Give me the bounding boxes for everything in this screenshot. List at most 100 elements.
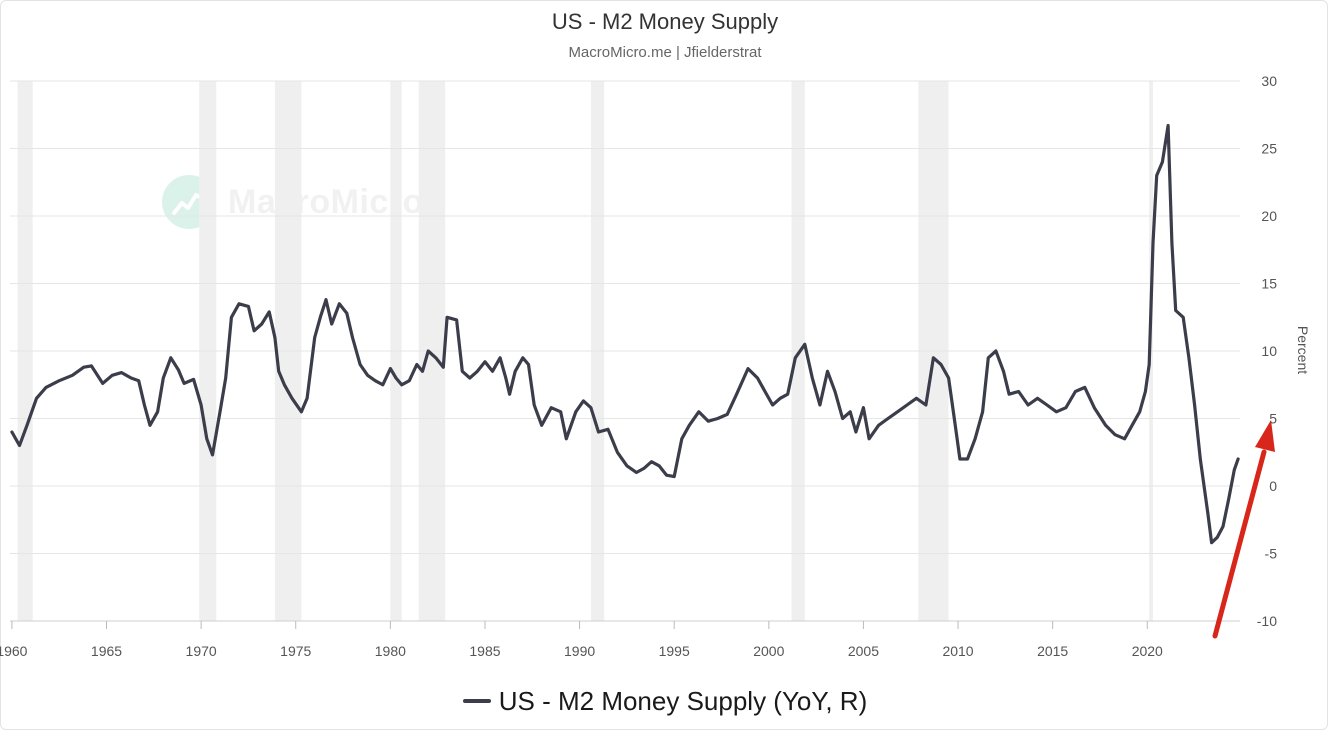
series-point (381, 383, 384, 386)
series-point (18, 444, 21, 447)
series-point (854, 430, 858, 434)
series-point (1206, 511, 1210, 515)
x-tick-label: 2000 (753, 643, 784, 659)
series-point (1036, 397, 1039, 400)
series-point (1017, 390, 1020, 393)
series-point (771, 403, 774, 407)
series-point (616, 451, 619, 454)
series-point (305, 397, 309, 400)
series-point (1026, 403, 1030, 407)
y-tick-label: 25 (1261, 141, 1277, 157)
series-point (1182, 316, 1185, 319)
series-point (1210, 541, 1213, 544)
series-point (35, 397, 38, 400)
x-axis-ticks: 1960 1965 1970 1975 1980 1985 1990 1995 2000 2005… (0, 620, 1240, 659)
series-point (330, 322, 333, 326)
series-point (338, 302, 341, 305)
x-tick-label: 1970 (186, 643, 217, 659)
series-point (939, 363, 943, 366)
series-point (1104, 424, 1107, 427)
series-point (1233, 468, 1236, 471)
series-point (491, 370, 494, 373)
series-point (947, 376, 950, 380)
series-point (794, 356, 797, 359)
series-point (521, 356, 524, 359)
x-tick-label: 1985 (469, 643, 500, 659)
series-point (277, 370, 280, 373)
series-point (192, 378, 195, 381)
x-tick-label: 2015 (1037, 643, 1068, 659)
series-point (697, 410, 700, 413)
series-point (218, 410, 222, 413)
series-point (273, 336, 277, 339)
series-point (811, 376, 814, 380)
series-point (1144, 390, 1147, 393)
series-point (1170, 241, 1174, 245)
series-point (445, 316, 449, 319)
series-point (504, 376, 507, 380)
series-point (867, 437, 871, 440)
series-point (345, 312, 348, 315)
series-point (389, 367, 392, 370)
series-point (756, 376, 759, 380)
x-tick-label: 2010 (942, 643, 973, 659)
series-point (90, 364, 93, 368)
series-point (606, 428, 610, 431)
series-point (283, 383, 286, 386)
series-point (1227, 498, 1230, 501)
series-point (987, 356, 990, 359)
series-point (324, 298, 328, 301)
series-point (1130, 424, 1134, 427)
series-point (137, 379, 140, 382)
series-point (319, 316, 322, 319)
series-point (101, 382, 104, 385)
series-point (1045, 403, 1049, 407)
series-point (559, 410, 562, 413)
series-point (400, 383, 403, 386)
series-point (1138, 410, 1141, 413)
series-point (468, 376, 471, 380)
series-point (886, 417, 890, 420)
x-tick-label: 2020 (1132, 643, 1163, 659)
grid-lines (10, 80, 1240, 622)
y-tick-label: 15 (1261, 276, 1277, 292)
series-point (735, 393, 738, 396)
series-point (565, 437, 568, 440)
series-point (224, 376, 227, 380)
series-point (25, 424, 29, 427)
series-point (1155, 174, 1158, 177)
series-point (635, 471, 638, 474)
series-point (726, 413, 729, 416)
series-point (10, 430, 14, 434)
series-point (877, 424, 880, 427)
series-point (44, 386, 48, 389)
legend[interactable]: US - M2 Money Supply (YoY, R) (0, 686, 1330, 717)
series-point (111, 374, 114, 377)
series-point (351, 336, 354, 339)
series-point (1002, 370, 1005, 373)
series-point (408, 379, 411, 382)
x-tick-label: 1975 (280, 643, 311, 659)
series-point (746, 367, 750, 370)
series-point (1193, 403, 1196, 407)
series-points (10, 124, 1240, 544)
series-point (120, 371, 123, 374)
series-point (665, 474, 668, 477)
series-point (707, 420, 710, 423)
series-line-m2-yoy (10, 123, 1240, 545)
series-point (1161, 160, 1164, 164)
series-point (252, 329, 256, 332)
series-point (589, 406, 593, 409)
series-point (508, 393, 511, 396)
arrow-head (1255, 420, 1275, 452)
series-point (924, 403, 928, 407)
series-point (849, 410, 852, 413)
series-point (550, 406, 553, 409)
series-point (162, 376, 165, 380)
series-point (786, 393, 789, 396)
series-point (211, 453, 214, 457)
series-point (896, 410, 899, 413)
series-point (514, 370, 517, 373)
series-point (230, 316, 233, 319)
series-point (455, 318, 458, 322)
